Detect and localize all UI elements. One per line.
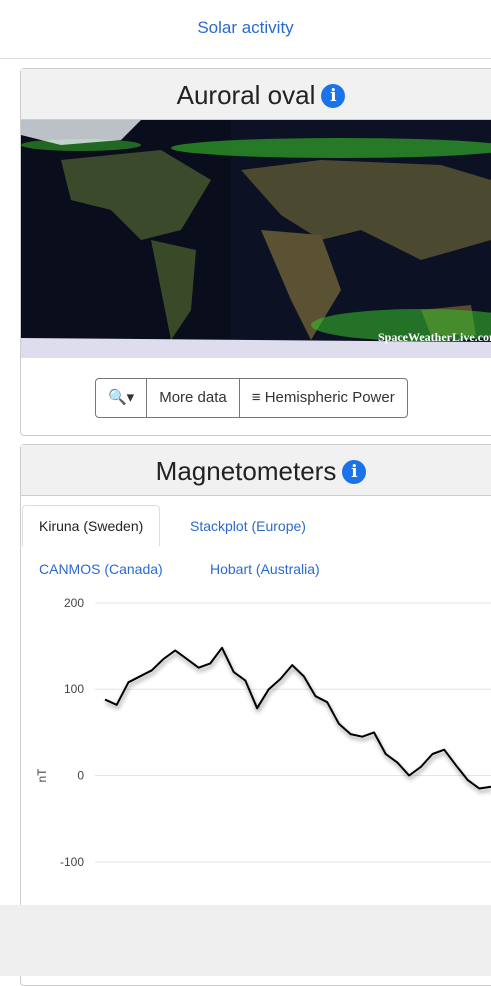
panel-header: Auroral oval i xyxy=(21,69,491,120)
y-axis-label: nT xyxy=(35,768,49,783)
button-label: Hemispheric Power xyxy=(264,389,395,406)
button-group: 🔍▾ More data ≡ Hemispheric Power xyxy=(95,378,408,418)
tab-kiruna[interactable]: Kiruna (Sweden) xyxy=(22,505,161,546)
y-tick-label: 200 xyxy=(64,596,84,610)
tab-canmos[interactable]: CANMOS (Canada) xyxy=(39,561,163,577)
aurora-map: SpaceWeatherLive.com xyxy=(21,120,491,358)
chart: -100 0 100 200 nT xyxy=(35,596,491,869)
more-data-button[interactable]: More data xyxy=(147,379,240,417)
footer-area xyxy=(0,905,491,976)
tab-solar-activity[interactable]: Solar activity xyxy=(197,18,294,37)
watermark: SpaceWeatherLive.com xyxy=(378,330,491,344)
info-icon[interactable]: i xyxy=(321,84,346,108)
y-tick-label: 100 xyxy=(64,682,84,696)
info-icon[interactable]: i xyxy=(342,460,367,484)
hemispheric-power-button[interactable]: ≡ Hemispheric Power xyxy=(251,389,395,406)
y-tick-label: -100 xyxy=(60,855,84,869)
data-line xyxy=(104,646,491,790)
panel-title: Magnetometers xyxy=(155,456,337,486)
tab-bar: Solar activity xyxy=(0,0,491,59)
tab-stackplot[interactable]: Stackplot (Europe) xyxy=(190,518,306,534)
y-tick-label: 0 xyxy=(77,769,84,783)
panel-header: Magnetometers i xyxy=(21,445,491,496)
panel-title: Auroral oval xyxy=(176,80,316,110)
tab-hobart[interactable]: Hobart (Australia) xyxy=(210,561,320,577)
zoom-dropdown[interactable]: 🔍▾ xyxy=(96,379,148,417)
